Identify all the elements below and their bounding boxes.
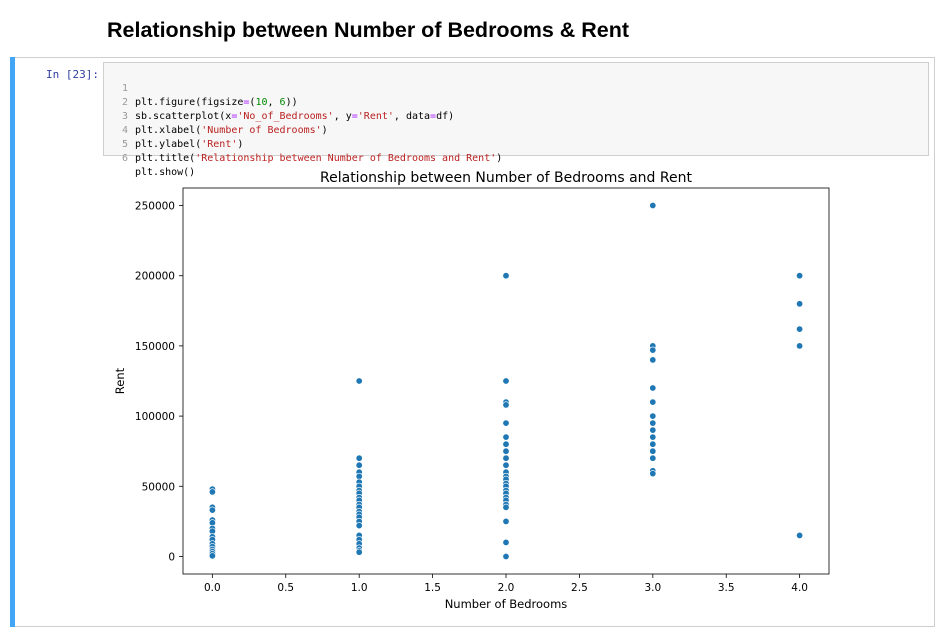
code-text: plt.title('Relationship between Number o… xyxy=(135,153,503,164)
x-tick-label: 2.0 xyxy=(498,582,515,594)
line-number: 2 xyxy=(121,97,128,108)
scatter-point xyxy=(649,419,657,427)
x-tick-label: 4.0 xyxy=(791,582,808,594)
scatter-point xyxy=(502,538,510,546)
y-tick-label: 0 xyxy=(168,551,175,563)
y-tick-label: 50000 xyxy=(142,481,175,493)
code-line: 5 plt.title('Relationship between Number… xyxy=(104,124,502,164)
scatter-point xyxy=(502,503,510,511)
scatter-point xyxy=(502,517,510,525)
scatter-point xyxy=(208,488,216,496)
code-text: plt.xlabel('Number of Bedrooms') xyxy=(135,125,328,136)
code-text: plt.ylabel('Rent') xyxy=(135,139,244,150)
y-tick-label: 250000 xyxy=(135,201,175,213)
scatter-point xyxy=(796,325,804,333)
page-heading: Relationship between Number of Bedrooms … xyxy=(107,18,630,42)
scatter-point xyxy=(502,272,510,280)
code-text: plt.figure(figsize=(10, 6)) xyxy=(135,97,298,108)
scatter-point xyxy=(355,454,363,462)
code-line: 2 sb.scatterplot(x='No_of_Bedrooms', y='… xyxy=(104,82,454,122)
code-text: sb.scatterplot(x='No_of_Bedrooms', y='Re… xyxy=(135,111,455,122)
scatter-point xyxy=(649,426,657,434)
scatter-point xyxy=(502,433,510,441)
scatter-point xyxy=(649,447,657,455)
scatter-point xyxy=(649,398,657,406)
scatter-point xyxy=(355,522,363,530)
code-line: 1 plt.figure(figsize=(10, 6)) xyxy=(104,68,298,108)
line-number: 6 xyxy=(121,153,128,164)
y-axis: 0 50000 100000 150000 200000 250000 xyxy=(135,201,183,563)
scatter-point xyxy=(649,470,657,478)
scatter-point xyxy=(355,461,363,469)
scatter-point xyxy=(355,548,363,556)
scatter-point xyxy=(502,377,510,385)
y-tick-label: 100000 xyxy=(135,411,175,423)
x-tick-label: 0.5 xyxy=(277,582,294,594)
scatter-point xyxy=(649,356,657,364)
scatter-point xyxy=(796,272,804,280)
scatter-point xyxy=(796,342,804,350)
line-number: 4 xyxy=(121,125,128,136)
line-number: 1 xyxy=(121,83,128,94)
x-tick-label: 1.0 xyxy=(351,582,368,594)
scatter-point xyxy=(649,346,657,354)
scatter-point xyxy=(649,384,657,392)
line-number: 5 xyxy=(121,139,128,150)
line-number: 3 xyxy=(121,111,128,122)
code-line: 3 plt.xlabel('Number of Bedrooms') xyxy=(104,96,328,136)
scatter-point xyxy=(649,412,657,420)
scatter-point xyxy=(502,454,510,462)
scatter-point xyxy=(502,552,510,560)
cell-selection-bar xyxy=(10,57,15,627)
scatter-point xyxy=(649,440,657,448)
code-line: 6 plt.show() xyxy=(104,138,195,178)
scatter-point xyxy=(796,300,804,308)
x-tick-label: 2.5 xyxy=(571,582,588,594)
scatter-point xyxy=(502,447,510,455)
scatter-point xyxy=(208,552,216,560)
y-tick-label: 150000 xyxy=(135,341,175,353)
x-axis: 0.0 0.5 1.0 1.5 2.0 2.5 3.0 3.5 4.0 xyxy=(204,574,808,594)
code-editor[interactable]: 1 plt.figure(figsize=(10, 6)) 2 sb.scatt… xyxy=(103,62,929,178)
scatter-point xyxy=(208,506,216,514)
x-tick-label: 1.5 xyxy=(424,582,441,594)
y-tick-label: 200000 xyxy=(135,271,175,283)
x-tick-label: 0.0 xyxy=(204,582,221,594)
points-layer xyxy=(208,202,804,560)
scatter-point xyxy=(649,202,657,210)
chart-title: Relationship between Number of Bedrooms … xyxy=(320,170,692,186)
code-line: 4 plt.ylabel('Rent') xyxy=(104,110,243,150)
scatter-point xyxy=(502,461,510,469)
x-axis-label: Number of Bedrooms xyxy=(445,597,568,611)
scatter-point xyxy=(649,454,657,462)
x-tick-label: 3.0 xyxy=(644,582,661,594)
scatter-point xyxy=(355,377,363,385)
scatter-point xyxy=(502,401,510,409)
scatter-point xyxy=(502,440,510,448)
x-tick-label: 3.5 xyxy=(718,582,735,594)
scatter-point xyxy=(649,433,657,441)
cell-prompt: In [23]: xyxy=(46,68,99,81)
scatter-point xyxy=(502,419,510,427)
code-text: plt.show() xyxy=(135,167,196,178)
y-axis-label: Rent xyxy=(113,367,127,394)
scatter-point xyxy=(796,531,804,539)
